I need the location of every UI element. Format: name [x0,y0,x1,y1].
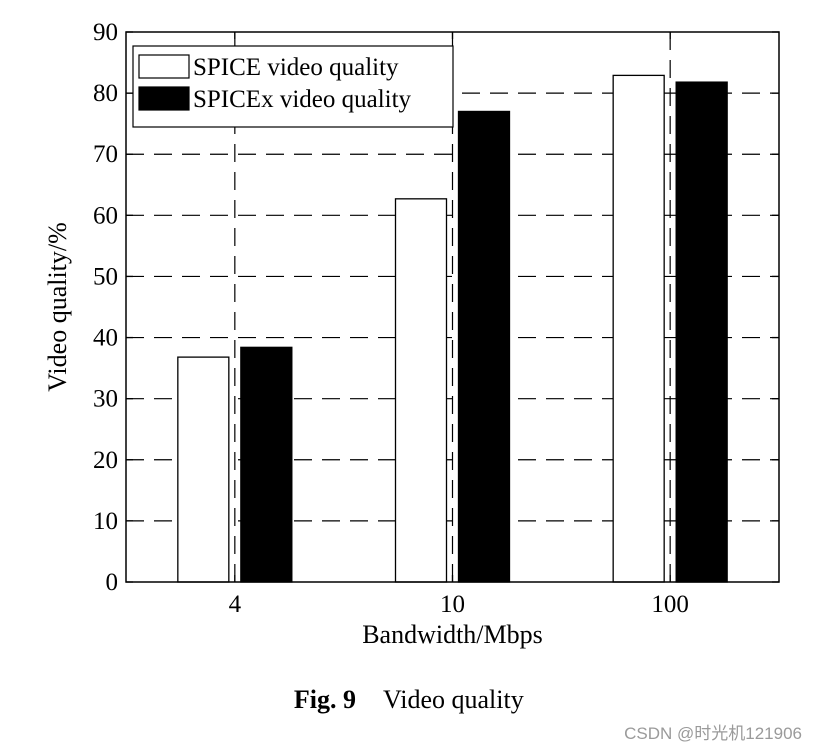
bar [240,346,293,583]
x-tick-label: 4 [229,591,242,618]
y-tick-label: 70 [93,141,118,168]
grid-lines [126,32,779,582]
y-tick-label: 0 [106,569,119,596]
figure-caption: Fig. 9 Video quality [294,685,524,714]
y-tick-label: 20 [93,447,118,474]
y-tick-label: 50 [93,263,118,290]
y-tick-label: 90 [93,19,118,46]
caption-text: Video quality [383,685,524,714]
y-axis-label: Video quality/% [43,222,72,392]
legend: SPICE video quality SPICEx video quality [132,45,454,128]
legend-swatch-spicex [138,86,190,111]
bar [177,356,230,583]
y-tick-label: 40 [93,325,118,352]
x-tick-label: 100 [651,591,689,618]
bar [394,198,448,583]
caption-label: Fig. 9 [294,685,356,714]
legend-entry-spice: SPICE video quality [193,54,399,81]
watermark: CSDN @时光机121906 [624,724,802,743]
bar [675,81,728,583]
legend-swatch-spice [138,54,190,79]
y-axis-ticks: 0 10 20 30 40 50 60 70 80 90 [93,19,779,596]
bar [612,74,665,583]
y-tick-label: 30 [93,386,118,413]
x-axis-ticks: 4 10 100 [229,32,689,618]
y-tick-label: 60 [93,202,118,229]
bar [457,110,511,583]
bars [177,74,728,583]
y-tick-label: 10 [93,508,118,535]
x-axis-label: Bandwidth/Mbps [362,620,543,649]
legend-entry-spicex: SPICEx video quality [193,86,412,113]
y-tick-label: 80 [93,80,118,107]
x-tick-label: 10 [440,591,465,618]
